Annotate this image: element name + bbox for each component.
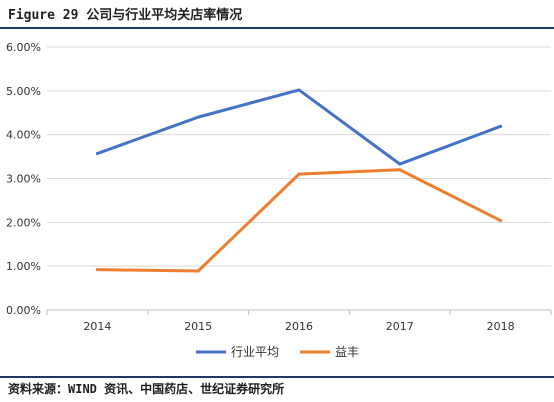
x-tick-label: 2015: [184, 320, 212, 333]
y-tick-label: 1.00%: [6, 260, 41, 273]
y-tick-label: 6.00%: [6, 41, 41, 54]
data-point: [196, 115, 200, 119]
data-point: [398, 168, 402, 172]
legend-label: 益丰: [335, 345, 359, 359]
data-point: [297, 172, 301, 176]
data-point: [297, 88, 301, 92]
x-tick-label: 2016: [285, 320, 313, 333]
series-line-2: [95, 168, 503, 273]
y-tick-label: 4.00%: [6, 129, 41, 142]
x-tick-label: 2018: [487, 320, 515, 333]
x-tick-label: 2014: [83, 320, 111, 333]
data-point: [499, 124, 503, 128]
y-tick-label: 0.00%: [6, 304, 41, 317]
data-point: [196, 269, 200, 273]
series-line-1: [95, 88, 503, 166]
figure-title: Figure 29 公司与行业平均关店率情况: [8, 8, 243, 23]
y-tick-label: 2.00%: [6, 216, 41, 229]
y-tick-label: 3.00%: [6, 173, 41, 186]
data-point: [499, 219, 503, 223]
data-point: [398, 162, 402, 166]
y-tick-label: 5.00%: [6, 85, 41, 98]
source-note: 资料来源：WIND 资讯、中国药店、世纪证券研究所: [8, 382, 285, 396]
data-point: [95, 152, 99, 156]
x-tick-label: 2017: [386, 320, 414, 333]
legend-label: 行业平均: [231, 345, 279, 359]
source-divider: [0, 376, 554, 378]
data-point: [95, 268, 99, 272]
title-divider: [0, 27, 554, 29]
